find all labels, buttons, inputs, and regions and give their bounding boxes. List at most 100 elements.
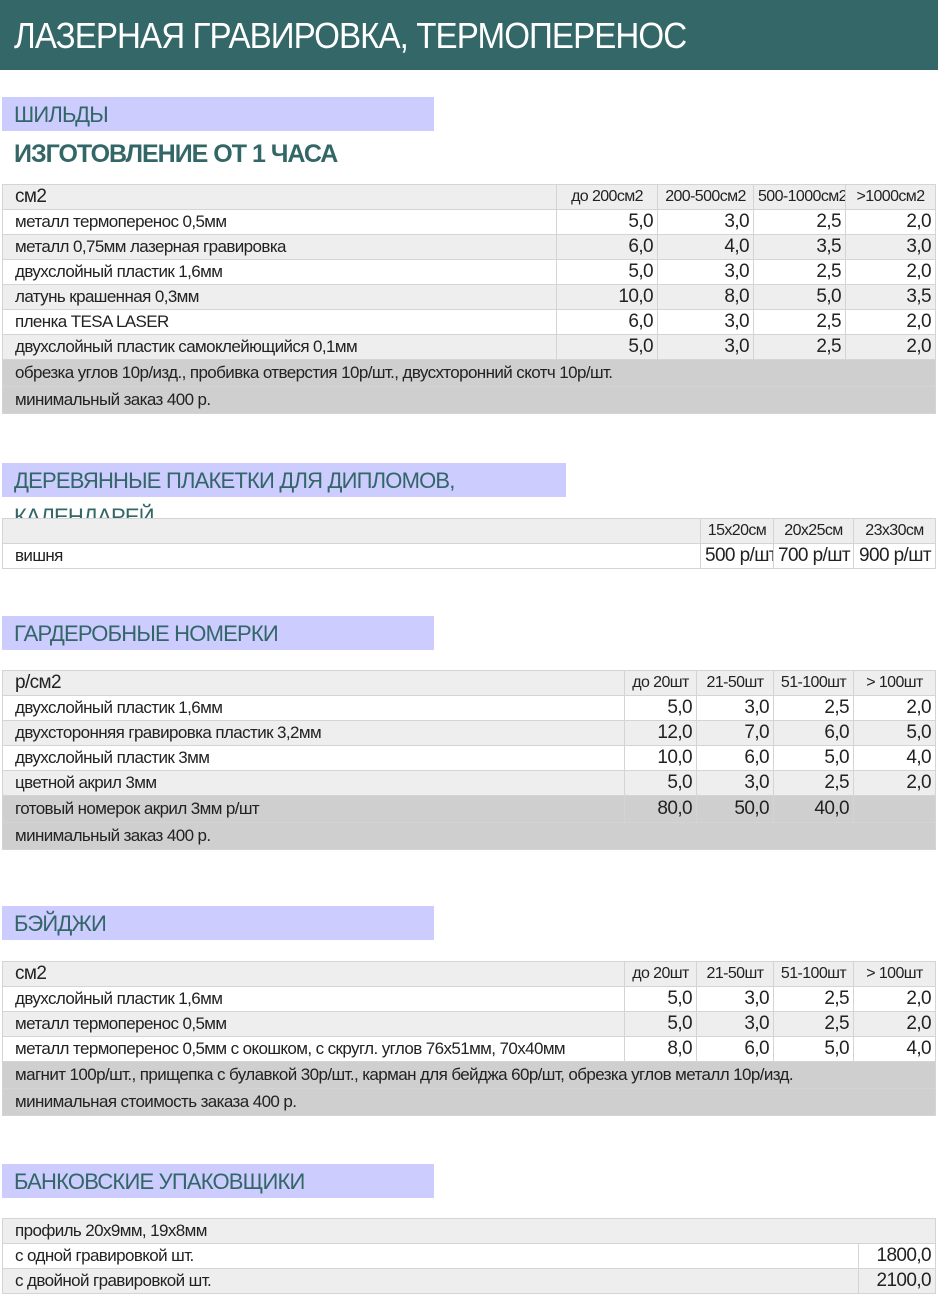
price-table-bank-packers: профиль 20x9мм, 19x8мм с одной гравировко… <box>2 1218 936 1294</box>
table-row: профиль 20x9мм, 19x8мм <box>2 1218 936 1244</box>
table-cell: металл термоперенос 0,5мм <box>2 209 557 235</box>
table-cell: 51-100шт <box>773 961 854 987</box>
table-cell: > 100шт <box>853 670 936 696</box>
table-cell: см2 <box>2 961 625 987</box>
table-cell: 5,0 <box>556 209 658 235</box>
table-cell: > 100шт <box>853 961 936 987</box>
table-cell: 8,0 <box>624 1036 697 1062</box>
table-cell: 500 р/шт <box>700 543 774 569</box>
table-cell: 3,0 <box>696 1011 774 1037</box>
table-cell: 2,5 <box>753 259 846 285</box>
table-cell: 12,0 <box>624 720 697 746</box>
table-cell: вишня <box>2 543 701 569</box>
table-cell: 2,5 <box>773 1011 854 1037</box>
table-cell <box>853 795 936 823</box>
table-cell: 200-500см2 <box>657 184 754 210</box>
table-row: цветной акрил 3мм 5,0 3,0 2,5 2,0 <box>2 770 936 796</box>
table-row: вишня 500 р/шт 700 р/шт 900 р/шт <box>2 543 936 569</box>
table-cell: 2,0 <box>853 770 936 796</box>
table-cell: 5,0 <box>753 284 846 310</box>
table-cell: 5,0 <box>624 986 697 1012</box>
table-cell: 900 р/шт <box>853 543 936 569</box>
table-row: двухслойный пластик 1,6мм 5,0 3,0 2,5 2,0 <box>2 259 936 285</box>
table-row: готовый номерок акрил 3мм р/шт 80,0 50,0 40… <box>2 795 936 823</box>
table-cell: металл термоперенос 0,5мм <box>2 1011 625 1037</box>
table-cell: 2100,0 <box>858 1268 936 1294</box>
table-cell: 2,0 <box>853 986 936 1012</box>
table-cell: 3,0 <box>657 259 754 285</box>
table-cell: до 20шт <box>624 670 697 696</box>
table-cell: 10,0 <box>556 284 658 310</box>
table-cell: магнит 100р/шт., прищепка с булавкой 30р… <box>2 1061 936 1089</box>
table-cell: 3,5 <box>753 234 846 260</box>
table-cell: 4,0 <box>657 234 754 260</box>
table-row: 15x20см 20x25см 23x30см <box>2 518 936 544</box>
table-cell: 3,0 <box>696 770 774 796</box>
table-cell: 8,0 <box>657 284 754 310</box>
section-label-badges: БЭЙДЖИ <box>2 906 434 940</box>
section-label-plaques: ДЕРЕВЯННЫЕ ПЛАКЕТКИ ДЛЯ ДИПЛОМОВ, КАЛЕНД… <box>2 463 566 529</box>
table-row: металл термоперенос 0,5мм 5,0 3,0 2,5 2,0 <box>2 209 936 235</box>
table-cell: 3,5 <box>845 284 936 310</box>
table-cell: 700 р/шт <box>773 543 854 569</box>
table-row: двухслойный пластик 1,6мм 5,0 3,0 2,5 2,0 <box>2 986 936 1012</box>
section-label-shildy: ШИЛЬДЫ <box>2 97 434 131</box>
table-cell: 6,0 <box>696 1036 774 1062</box>
table-row: двухслойный пластик самоклейющийся 0,1мм… <box>2 334 936 360</box>
table-cell: двухсторонняя гравировка пластик 3,2мм <box>2 720 625 746</box>
table-row: минимальный заказ 400 р. <box>2 386 936 414</box>
table-row: двухслойный пластик 3мм 10,0 6,0 5,0 4,0 <box>2 745 936 771</box>
table-row: латунь крашенная 0,3мм 10,0 8,0 5,0 3,5 <box>2 284 936 310</box>
table-cell: 5,0 <box>624 695 697 721</box>
table-cell: минимальный заказ 400 р. <box>2 386 936 414</box>
table-cell: >1000см2 <box>845 184 936 210</box>
table-cell: до 20шт <box>624 961 697 987</box>
table-cell <box>2 518 701 544</box>
table-cell: цветной акрил 3мм <box>2 770 625 796</box>
table-cell: 7,0 <box>696 720 774 746</box>
table-cell: 6,0 <box>696 745 774 771</box>
table-cell: 3,0 <box>696 695 774 721</box>
table-cell: 5,0 <box>624 1011 697 1037</box>
table-row: двухсторонняя гравировка пластик 3,2мм 12… <box>2 720 936 746</box>
table-cell: до 200см2 <box>556 184 658 210</box>
table-row: минимальная стоимость заказа 400 р. <box>2 1088 936 1116</box>
table-cell: готовый номерок акрил 3мм р/шт <box>2 795 625 823</box>
table-cell: минимальная стоимость заказа 400 р. <box>2 1088 936 1116</box>
table-cell: 3,0 <box>657 334 754 360</box>
table-row: см2 до 20шт 21-50шт 51-100шт > 100шт <box>2 961 936 987</box>
table-cell: 2,0 <box>845 309 936 335</box>
table-cell: 21-50шт <box>696 670 774 696</box>
price-table-wardrobe-tags: р/см2 до 20шт 21-50шт 51-100шт > 100шт двухсл… <box>2 670 936 850</box>
section-subtitle: ИЗГОТОВЛЕНИЕ ОТ 1 ЧАСА <box>14 140 338 168</box>
table-cell: двухслойный пластик 1,6мм <box>2 986 625 1012</box>
table-cell: р/см2 <box>2 670 625 696</box>
table-cell: с одной гравировкой шт. <box>2 1243 859 1269</box>
price-table-badges: см2 до 20шт 21-50шт 51-100шт > 100шт двухслой… <box>2 961 936 1116</box>
table-row: минимальный заказ 400 р. <box>2 822 936 850</box>
table-cell: латунь крашенная 0,3мм <box>2 284 557 310</box>
table-cell: 5,0 <box>773 1036 854 1062</box>
table-cell: 2,0 <box>845 259 936 285</box>
table-row: см2 до 200см2 200-500см2 500-1000см2 >1000см… <box>2 184 936 210</box>
table-row: металл термоперенос 0,5мм 5,0 3,0 2,5 2,0 <box>2 1011 936 1037</box>
table-cell: двухслойный пластик 1,6мм <box>2 695 625 721</box>
table-row: металл термоперенос 0,5мм с окошком, с с… <box>2 1036 936 1062</box>
table-cell: 2,0 <box>853 695 936 721</box>
table-cell: 50,0 <box>696 795 774 823</box>
table-row: магнит 100р/шт., прищепка с булавкой 30р… <box>2 1061 936 1089</box>
table-cell: 5,0 <box>556 334 658 360</box>
table-row: р/см2 до 20шт 21-50шт 51-100шт > 100шт <box>2 670 936 696</box>
table-cell: 3,0 <box>657 309 754 335</box>
table-row: двухслойный пластик 1,6мм 5,0 3,0 2,5 2,0 <box>2 695 936 721</box>
table-cell: см2 <box>2 184 557 210</box>
table-cell: 6,0 <box>556 234 658 260</box>
table-cell: 2,5 <box>753 309 846 335</box>
price-table-shildy: см2 до 200см2 200-500см2 500-1000см2 >1000см… <box>2 184 936 414</box>
table-cell: 2,0 <box>845 209 936 235</box>
table-cell: 2,0 <box>853 1011 936 1037</box>
table-cell: металл термоперенос 0,5мм с окошком, с с… <box>2 1036 625 1062</box>
table-cell: 5,0 <box>773 745 854 771</box>
table-cell: двухслойный пластик 3мм <box>2 745 625 771</box>
table-cell: 40,0 <box>773 795 854 823</box>
